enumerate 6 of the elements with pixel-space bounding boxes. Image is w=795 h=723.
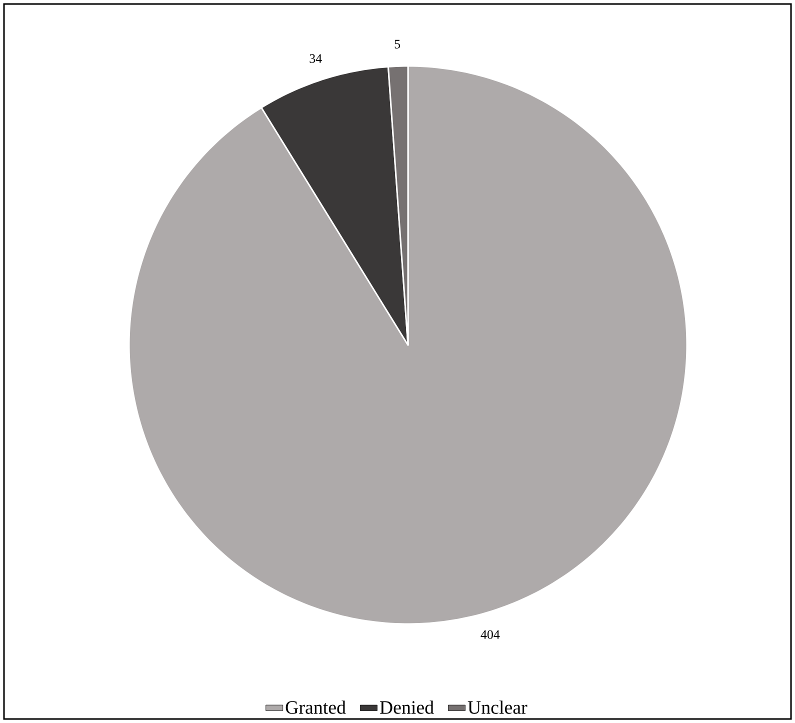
legend-label: Unclear xyxy=(468,700,528,714)
data-label: 34 xyxy=(310,54,322,63)
data-label: 404 xyxy=(480,630,500,639)
legend-label: Granted xyxy=(286,700,346,714)
data-label: 5 xyxy=(394,40,400,48)
legend-label: Denied xyxy=(380,700,434,714)
